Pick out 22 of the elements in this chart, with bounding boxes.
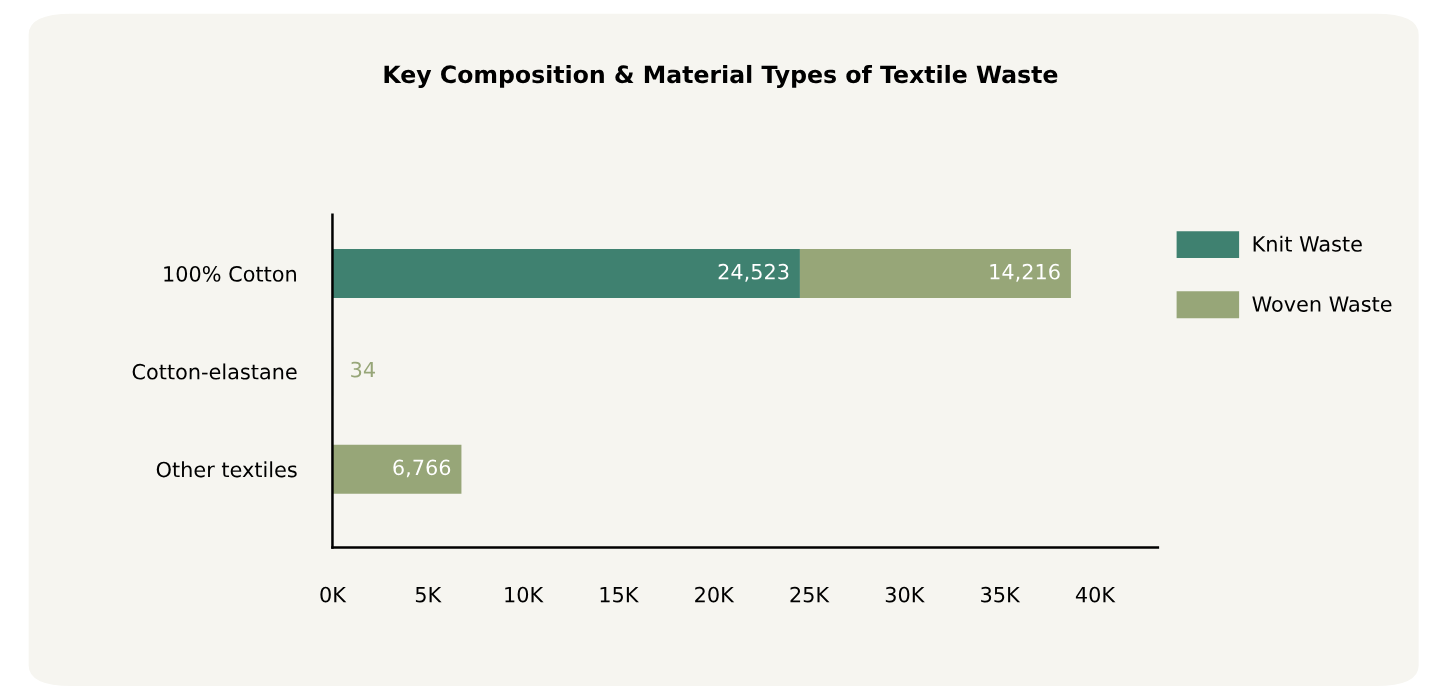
x-tick-label: 5K [415,587,442,603]
x-tick-label: 25K [790,586,830,603]
y-tick-label: Cotton-elastane [132,363,297,380]
x-tick-label: 15K [600,587,639,603]
x-tick-label: 0K [320,586,347,603]
chart-title: Key Composition & Material Types of Textile Waste [384,64,1058,88]
x-tick-label: 35K [981,586,1021,603]
legend-label: Woven Waste [1252,296,1392,312]
x-tick-label: 10K [505,586,544,603]
data-label: 24,523 [718,263,789,282]
x-tick-label: 20K [695,586,735,603]
bar [799,249,1071,298]
data-label: 14,216 [990,263,1060,282]
bar [332,249,800,298]
x-tick-label: 30K [885,586,925,603]
legend-label: Knit Waste [1253,235,1362,252]
data-label: 6,766 [393,459,451,478]
x-tick-label: 40K [1075,586,1116,603]
y-tick-label: Other textiles [156,461,297,478]
bar [332,444,462,494]
data-label: 34 [351,361,375,378]
y-tick-label: 100% Cotton [164,265,296,282]
